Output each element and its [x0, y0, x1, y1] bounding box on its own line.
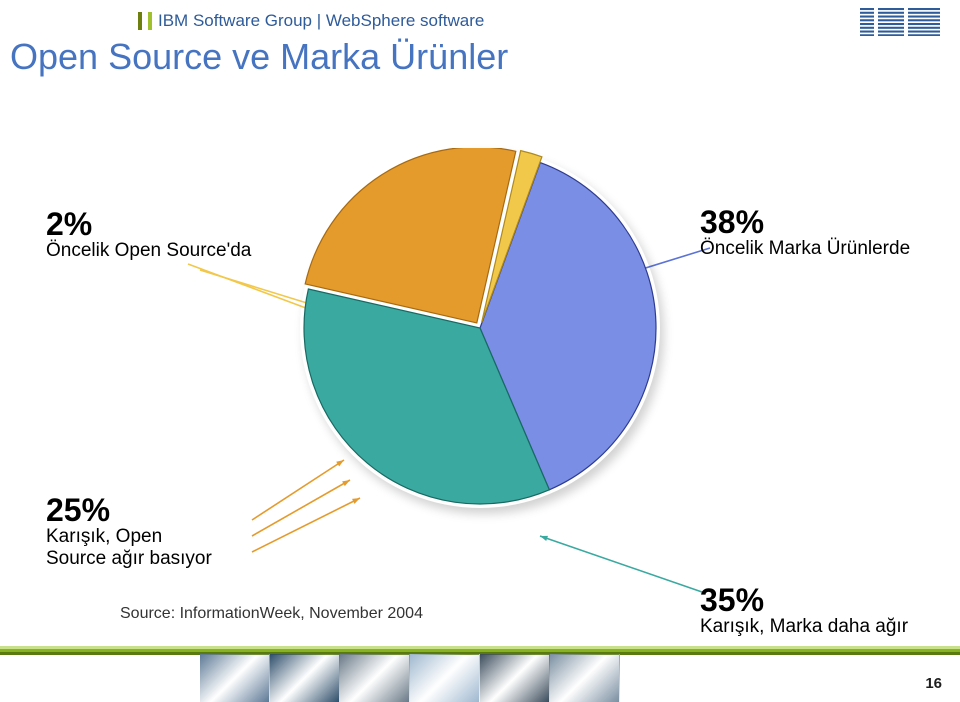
footer-image-chip — [200, 654, 270, 702]
page-title: Open Source ve Marka Ürünler — [10, 36, 508, 78]
annotation-38pct: 38% Öncelik Marka Ürünlerde — [700, 206, 940, 260]
footer-image-strip — [200, 654, 620, 702]
footer-image-chip — [410, 654, 480, 702]
annotation-pct: 38% — [700, 206, 940, 238]
chart-area: 2% Öncelik Open Source'da 38% Öncelik Ma… — [0, 100, 960, 620]
annotation-desc: Karışık, Marka daha ağır — [700, 616, 940, 638]
annotation-desc: Öncelik Marka Ürünlerde — [700, 238, 940, 260]
annotation-35pct: 35% Karışık, Marka daha ağır — [700, 584, 940, 638]
pie-chart — [300, 148, 660, 508]
slide-root: { "header": { "text": "IBM Software Grou… — [0, 0, 960, 702]
annotation-pct: 2% — [46, 208, 286, 240]
header: IBM Software Group | WebSphere software — [138, 8, 920, 34]
footer-image-chip — [480, 654, 550, 702]
footer: 16 — [0, 646, 960, 702]
annotation-25pct: 25% Karışık, OpenSource ağır basıyor — [46, 494, 296, 571]
annotation-desc: Karışık, OpenSource ağır basıyor — [46, 526, 296, 571]
pie-svg — [300, 148, 660, 508]
header-text: IBM Software Group | WebSphere software — [158, 11, 484, 31]
footer-image-chip — [550, 654, 620, 702]
page-number: 16 — [925, 675, 942, 692]
source-citation: Source: InformationWeek, November 2004 — [120, 605, 423, 623]
annotation-pct: 35% — [700, 584, 940, 616]
footer-image-chip — [340, 654, 410, 702]
footer-image-chip — [270, 654, 340, 702]
annotation-desc: Öncelik Open Source'da — [46, 240, 286, 262]
ibm-logo-icon — [860, 6, 940, 36]
header-accent-bar-1 — [138, 12, 142, 30]
annotation-pct: 25% — [46, 494, 296, 526]
header-accent-bar-2 — [148, 12, 152, 30]
annotation-2pct: 2% Öncelik Open Source'da — [46, 208, 286, 262]
